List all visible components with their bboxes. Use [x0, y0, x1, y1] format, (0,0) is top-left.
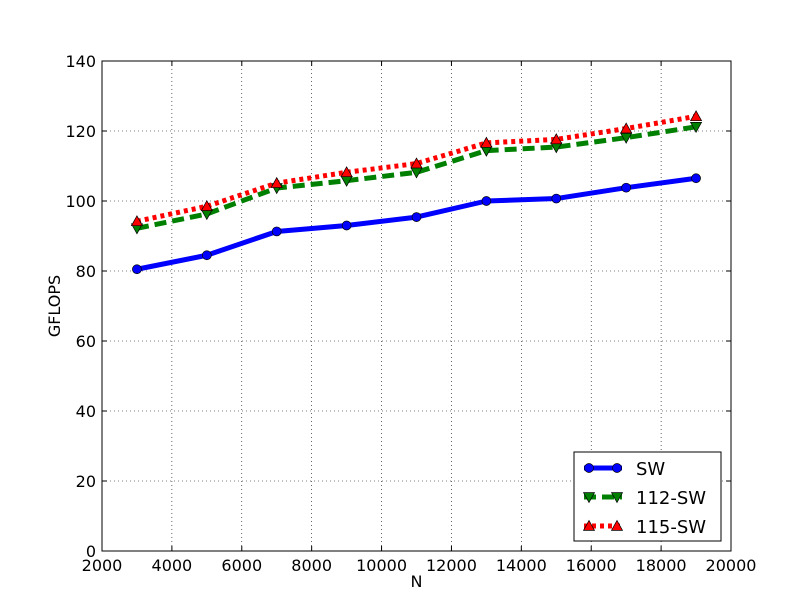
x-axis-label: N — [411, 572, 423, 591]
y-tick-label: 40 — [76, 402, 96, 421]
data-point-115-sw — [200, 200, 213, 211]
x-tick-label: 10000 — [356, 556, 407, 575]
x-tick-label: 14000 — [496, 556, 547, 575]
y-tick-label: 60 — [76, 332, 96, 351]
y-axis-label: GFLOPS — [45, 275, 64, 337]
data-point-sw — [691, 173, 701, 184]
y-tick-label: 140 — [65, 52, 96, 71]
y-tick-label: 0 — [86, 542, 96, 561]
data-point-sw — [621, 182, 632, 193]
x-tick-label: 16000 — [566, 556, 617, 575]
series-115-sw — [130, 110, 703, 227]
legend-marker-115-sw — [582, 519, 596, 531]
series-line-112-sw — [136, 124, 697, 231]
axis-ticks: 2000 4000 6000 8000 10000 12000 14000 16000 1800… — [65, 52, 756, 575]
data-point-sw — [271, 226, 282, 237]
x-tick-label: 20000 — [706, 556, 757, 575]
legend-marker-112-sw — [582, 492, 596, 504]
x-tick-label: 6000 — [221, 556, 262, 575]
x-tick-label: 8000 — [291, 556, 332, 575]
data-point-115-sw — [689, 110, 703, 122]
series-line-sw — [136, 175, 697, 272]
data-point-115-sw — [620, 122, 633, 134]
y-tick-label: 20 — [76, 472, 96, 491]
legend-marker-112-sw — [610, 492, 624, 504]
series-layer — [130, 110, 703, 275]
y-tick-label: 100 — [65, 192, 96, 211]
legend-label-112-sw: 112-SW — [636, 488, 706, 509]
y-tick-label: 80 — [76, 262, 96, 281]
legend-label-sw: SW — [636, 459, 665, 480]
x-tick-label: 12000 — [426, 556, 477, 575]
data-point-sw — [411, 212, 422, 222]
plot-frame — [101, 60, 732, 552]
data-point-115-sw — [410, 157, 423, 169]
legend-marker-sw — [584, 463, 594, 473]
x-tick-label: 2000 — [82, 556, 123, 575]
data-point-sw — [481, 196, 492, 206]
data-point-sw — [551, 193, 562, 204]
series-sw — [132, 173, 701, 275]
data-point-112-sw — [689, 122, 703, 134]
legend-marker-sw — [612, 463, 622, 473]
data-point-115-sw — [130, 215, 144, 227]
data-point-sw — [341, 220, 352, 231]
data-point-sw — [132, 264, 142, 275]
data-point-sw — [201, 250, 212, 261]
data-point-115-sw — [480, 136, 493, 148]
legend-label-115-sw: 115-SW — [636, 517, 706, 538]
data-point-115-sw — [340, 166, 353, 178]
legend: SW 112-SW 115-SW — [573, 451, 722, 542]
data-point-115-sw — [270, 176, 283, 188]
data-point-115-sw — [550, 133, 563, 145]
x-tick-label: 18000 — [636, 556, 687, 575]
legend-marker-115-sw — [610, 519, 624, 531]
y-tick-label: 120 — [65, 122, 96, 141]
series-line-115-sw — [136, 113, 697, 224]
x-tick-label: 4000 — [152, 556, 193, 575]
